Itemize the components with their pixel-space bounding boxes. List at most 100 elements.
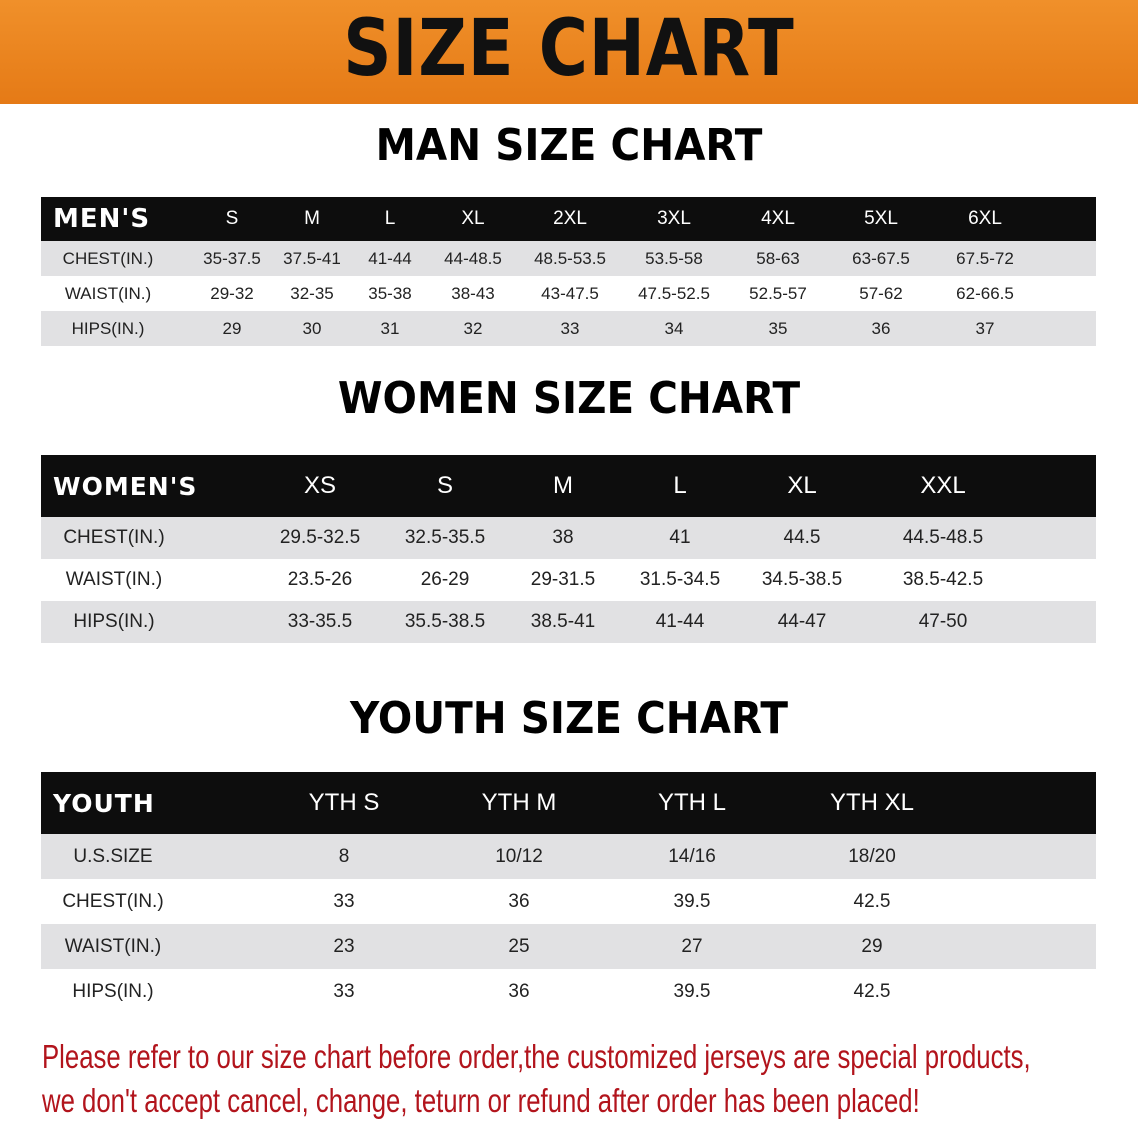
- size-column-header: YTH XL: [829, 789, 915, 816]
- table-cell: 63-67.5: [852, 248, 910, 268]
- women-section-title: WOMEN SIZE CHART: [337, 373, 801, 424]
- table-cell: 33-35.5: [287, 611, 353, 632]
- table-cell: 38-43: [451, 283, 495, 303]
- table-cell: 36: [871, 318, 891, 338]
- table-cell: 14/16: [668, 845, 716, 867]
- table-cell: 29-31.5: [530, 569, 596, 590]
- table-cell: 31.5-34.5: [639, 569, 721, 590]
- table-row: CHEST(IN.) 35-37.5 37.5-41 41-44 44-48.5 48.5…: [41, 241, 1096, 276]
- measurement-label: CHEST(IN.): [63, 527, 165, 548]
- table-cell: 36: [508, 890, 530, 912]
- notice-line-2: we don't accept cancel, change, teturn o…: [42, 1082, 920, 1119]
- table-cell: 30: [302, 318, 322, 338]
- table-cell: 29-32: [210, 283, 254, 303]
- measurement-label: HIPS(IN.): [73, 611, 155, 632]
- table-cell: 10/12: [495, 845, 543, 867]
- size-column-header: 6XL: [968, 208, 1002, 229]
- table-row: WAIST(IN.) 23.5-26 26-29 29-31.5 31.5-34.5 34…: [41, 559, 1096, 601]
- table-cell: 33: [560, 318, 580, 338]
- table-cell: 42.5: [853, 890, 891, 912]
- table-cell: 34.5-38.5: [761, 569, 843, 590]
- size-column-header: XL: [787, 472, 817, 499]
- size-column-header: YTH S: [308, 789, 380, 816]
- measurement-label: WAIST(IN.): [64, 283, 152, 303]
- table-cell: 44.5-48.5: [902, 527, 984, 548]
- table-cell: 67.5-72: [956, 248, 1014, 268]
- men-header-row: MEN'S S M L XL 2XL 3XL 4XL 5XL 6XL: [41, 197, 1096, 241]
- table-cell: 37.5-41: [283, 248, 341, 268]
- women-header-row: WOMEN'S XS S M L XL XXL: [41, 455, 1096, 517]
- table-row: HIPS(IN.) 29 30 31 32 33 34 35 36 37: [41, 311, 1096, 346]
- size-column-header: L: [384, 208, 396, 229]
- table-cell: 32-35: [290, 283, 334, 303]
- table-cell: 43-47.5: [541, 283, 599, 303]
- table-cell: 52.5-57: [749, 283, 807, 303]
- table-row: WAIST(IN.) 23 25 27 29: [41, 924, 1096, 969]
- table-cell: 44-48.5: [444, 248, 502, 268]
- size-column-header: M: [304, 208, 320, 229]
- table-cell: 29.5-32.5: [279, 527, 361, 548]
- size-column-header: YTH M: [481, 789, 557, 816]
- table-row: U.S.SIZE 8 10/12 14/16 18/20: [41, 834, 1096, 879]
- table-cell: 32: [463, 318, 483, 338]
- table-cell: 32.5-35.5: [404, 527, 486, 548]
- table-cell: 39.5: [673, 890, 711, 912]
- size-column-header: XXL: [920, 472, 966, 499]
- table-cell: 33: [333, 890, 355, 912]
- men-header-label: MEN'S: [53, 204, 151, 234]
- table-row: HIPS(IN.) 33 36 39.5 42.5: [41, 969, 1096, 1014]
- table-cell: 48.5-53.5: [534, 248, 606, 268]
- measurement-label: HIPS(IN.): [72, 980, 154, 1002]
- table-cell: 38.5-41: [530, 611, 596, 632]
- table-cell: 38.5-42.5: [902, 569, 984, 590]
- table-cell: 41-44: [655, 611, 705, 632]
- table-cell: 29: [222, 318, 242, 338]
- table-cell: 27: [681, 935, 703, 957]
- table-cell: 47-50: [918, 611, 968, 632]
- size-column-header: XS: [303, 472, 337, 499]
- table-cell: 42.5: [853, 980, 891, 1002]
- table-cell: 33: [333, 980, 355, 1002]
- table-row: CHEST(IN.) 33 36 39.5 42.5: [41, 879, 1096, 924]
- measurement-label: CHEST(IN.): [62, 890, 164, 912]
- table-cell: 37: [975, 318, 995, 338]
- table-cell: 38: [552, 527, 574, 548]
- size-column-header: S: [436, 472, 454, 499]
- table-cell: 35-38: [368, 283, 412, 303]
- table-cell: 57-62: [859, 283, 903, 303]
- size-column-header: L: [673, 472, 687, 499]
- size-column-header: 4XL: [761, 208, 795, 229]
- notice-line-1: Please refer to our size chart before or…: [42, 1038, 1031, 1075]
- women-size-table: WOMEN'S XS S M L XL XXL CHEST(IN.) 29.5-32.5 32.5…: [41, 455, 1096, 643]
- youth-size-table: YOUTH YTH S YTH M YTH L YTH XL U.S.SIZE 8 10/12…: [41, 772, 1096, 1014]
- table-cell: 62-66.5: [956, 283, 1014, 303]
- table-cell: 44-47: [777, 611, 827, 632]
- measurement-label: U.S.SIZE: [73, 845, 153, 867]
- size-column-header: 5XL: [864, 208, 898, 229]
- table-row: CHEST(IN.) 29.5-32.5 32.5-35.5 38 41 44.5 44.5…: [41, 517, 1096, 559]
- women-header-label: WOMEN'S: [53, 471, 198, 501]
- measurement-label: HIPS(IN.): [71, 318, 145, 338]
- table-cell: 8: [338, 845, 350, 867]
- table-cell: 31: [380, 318, 400, 338]
- table-cell: 47.5-52.5: [638, 283, 710, 303]
- size-column-header: 3XL: [657, 208, 691, 229]
- table-cell: 34: [664, 318, 684, 338]
- table-row: WAIST(IN.) 29-32 32-35 35-38 38-43 43-47.5 47.…: [41, 276, 1096, 311]
- size-chart-banner: SIZE CHART: [0, 0, 1138, 104]
- table-cell: 29: [861, 935, 883, 957]
- size-column-header: 2XL: [553, 208, 587, 229]
- measurement-label: CHEST(IN.): [62, 248, 154, 268]
- table-cell: 35.5-38.5: [404, 611, 486, 632]
- size-column-header: XL: [461, 208, 485, 229]
- measurement-label: WAIST(IN.): [65, 569, 163, 590]
- table-cell: 41: [669, 527, 691, 548]
- table-cell: 26-29: [420, 569, 470, 590]
- men-section-title: MAN SIZE CHART: [375, 120, 763, 171]
- table-cell: 23.5-26: [287, 569, 353, 590]
- size-column-header: YTH L: [657, 789, 727, 816]
- table-cell: 58-63: [756, 248, 800, 268]
- size-column-header: M: [553, 472, 573, 499]
- measurement-label: WAIST(IN.): [64, 935, 162, 957]
- table-cell: 23: [333, 935, 355, 957]
